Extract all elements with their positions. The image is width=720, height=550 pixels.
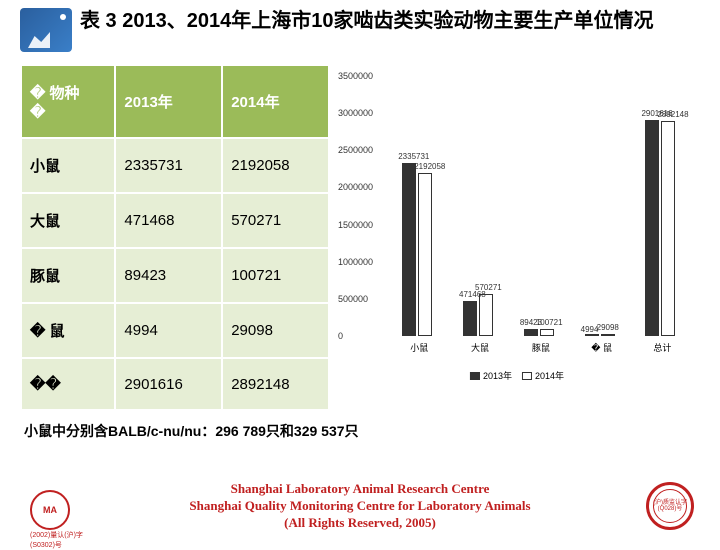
table-cell: 29098 [222, 303, 329, 358]
table-cell: 471468 [115, 193, 222, 248]
table-cell: 100721 [222, 248, 329, 303]
table-cell: 2192058 [222, 138, 329, 193]
legend-2013: 2013年 [483, 369, 512, 382]
table-cell: 2901616 [115, 358, 222, 410]
table-cell: �� [21, 358, 115, 410]
bar-chart: 23357312192058小鼠471468570271大鼠8942310072… [334, 64, 700, 384]
table-cell: 89423 [115, 248, 222, 303]
slide-title: 表 3 2013、2014年上海市10家啮齿类实验动物主要生产单位情况 [80, 8, 653, 34]
table-cell: 大鼠 [21, 193, 115, 248]
table-cell: 2892148 [222, 358, 329, 410]
table-cell: � 鼠 [21, 303, 115, 358]
th-species: � 物种 � [21, 65, 115, 138]
table-cell: 2335731 [115, 138, 222, 193]
th-2014: 2014年 [222, 65, 329, 138]
chart-legend: 2013年 2014年 [470, 369, 564, 382]
footer: Shanghai Laboratory Animal Research Cent… [0, 481, 720, 532]
data-table: � 物种 � 2013年 2014年 小鼠23357312192058 大鼠471… [20, 64, 330, 411]
corner-logo [20, 8, 72, 52]
seal-right: (沪)质监认字(Q028)号 [646, 482, 694, 530]
table-cell: 4994 [115, 303, 222, 358]
footnote: 小鼠中分别含BALB/c-nu/nu：296 789只和329 537只 [24, 421, 700, 441]
table-cell: 570271 [222, 193, 329, 248]
table-cell: 小鼠 [21, 138, 115, 193]
th-2013: 2013年 [115, 65, 222, 138]
table-cell: 豚鼠 [21, 248, 115, 303]
legend-2014: 2014年 [535, 369, 564, 382]
